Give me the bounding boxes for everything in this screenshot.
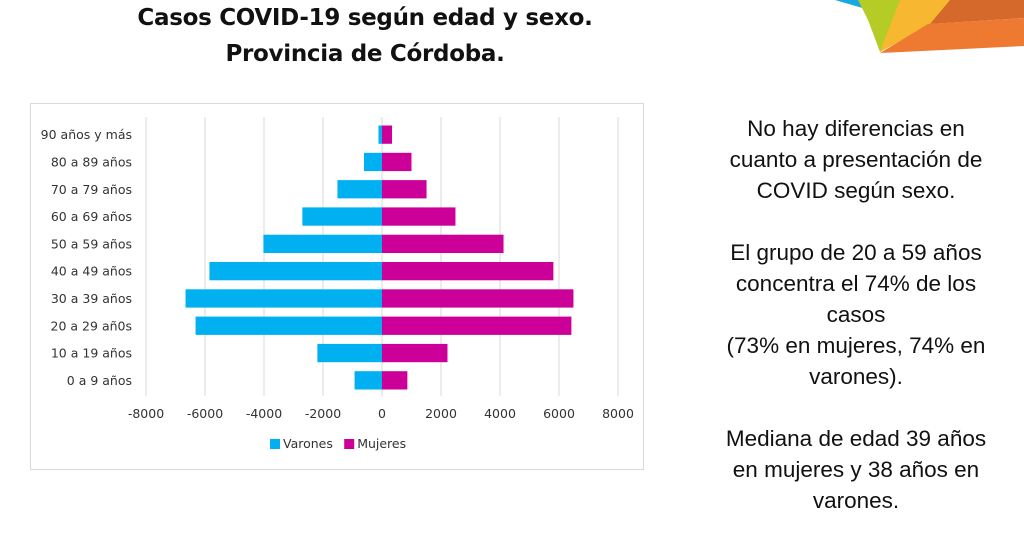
note-line: casos: [826, 302, 886, 327]
x-tick-label: 8000: [602, 406, 634, 421]
note-line: varones).: [809, 364, 903, 389]
population-pyramid-chart: 0 a 9 años 10 a 19 años 20 a 29 añ0s 30 a 3…: [41, 117, 634, 451]
bar-varones: [354, 371, 382, 390]
category-label: 80 a 89 años: [51, 154, 132, 169]
bar-mujeres: [382, 125, 393, 144]
legend-label-mujeres: Mujeres: [357, 436, 406, 451]
note-line: COVID según sexo.: [756, 178, 956, 203]
x-tick-label: -8000: [128, 406, 164, 421]
note-line: concentra el 74% de los: [735, 271, 977, 296]
note-line: cuanto a presentación de: [729, 147, 983, 172]
x-tick-label: -6000: [187, 406, 223, 421]
bar-mujeres: [382, 234, 504, 253]
logo-orange-shape: [880, 18, 1024, 53]
slide-title: Casos COVID-19 según edad y sexo. Provin…: [110, 0, 620, 72]
bar-varones: [337, 180, 382, 199]
x-tick-label: 2000: [425, 406, 457, 421]
category-label: 30 a 39 años: [51, 291, 132, 306]
legend-swatch-mujeres: [344, 439, 355, 449]
category-label: 60 a 69 años: [51, 209, 132, 224]
bar-varones: [378, 125, 382, 144]
note-median-age: Mediana de edad 39 años en mujeres y 38 …: [693, 423, 1019, 516]
category-label: 50 a 59 años: [51, 236, 132, 251]
category-label: 0 a 9 años: [67, 373, 132, 388]
bar-mujeres: [382, 316, 572, 335]
bar-mujeres: [382, 152, 412, 172]
category-label: 20 a 29 añ0s: [51, 318, 132, 333]
note-line: (73% en mujeres, 74% en: [726, 333, 986, 358]
slide-title-line-1: Casos COVID-19 según edad y sexo.: [137, 5, 593, 31]
slide-title-line-2: Provincia de Córdoba.: [225, 41, 505, 67]
legend-label-varones: Varones: [283, 436, 333, 451]
bar-mujeres: [382, 262, 554, 281]
bar-varones: [364, 152, 382, 172]
category-label: 10 a 19 años: [51, 346, 132, 361]
category-label: 70 a 79 años: [51, 182, 132, 197]
note-line: Mediana de edad 39 años: [725, 426, 987, 451]
note-line: varones.: [812, 488, 900, 513]
bar-mujeres: [382, 343, 448, 363]
bar-varones: [209, 262, 382, 281]
summary-notes: No hay diferencias en cuanto a presentac…: [693, 113, 1019, 547]
bar-varones: [302, 207, 382, 226]
bar-varones: [195, 316, 382, 335]
bar-mujeres: [382, 371, 408, 390]
bar-mujeres: [382, 207, 456, 226]
note-sex-difference: No hay diferencias en cuanto a presentac…: [693, 113, 1019, 206]
bar-varones: [317, 343, 382, 363]
x-tick-label: 0: [378, 406, 386, 421]
note-line: El grupo de 20 a 59 años: [730, 240, 982, 265]
bar-mujeres: [382, 180, 427, 199]
x-tick-label: 6000: [543, 406, 575, 421]
note-line: en mujeres y 38 años en: [732, 457, 980, 482]
legend-swatch-varones: [270, 439, 280, 449]
bar-varones: [185, 289, 382, 308]
category-label: 90 años y más: [41, 127, 132, 142]
bar-mujeres: [382, 289, 574, 308]
chart-frame: 0 a 9 años 10 a 19 años 20 a 29 añ0s 30 a 3…: [30, 103, 644, 470]
category-label: 40 a 49 años: [51, 264, 132, 279]
decorative-geometric-logo-icon: [835, 0, 1024, 53]
x-tick-label: -2000: [305, 406, 341, 421]
bar-varones: [263, 234, 382, 253]
logo-darkorange-shape: [930, 0, 1024, 24]
note-age-group-share: El grupo de 20 a 59 años concentra el 74…: [693, 237, 1019, 392]
x-tick-label: -4000: [246, 406, 282, 421]
note-line: No hay diferencias en: [747, 116, 965, 141]
x-tick-label: 4000: [484, 406, 516, 421]
